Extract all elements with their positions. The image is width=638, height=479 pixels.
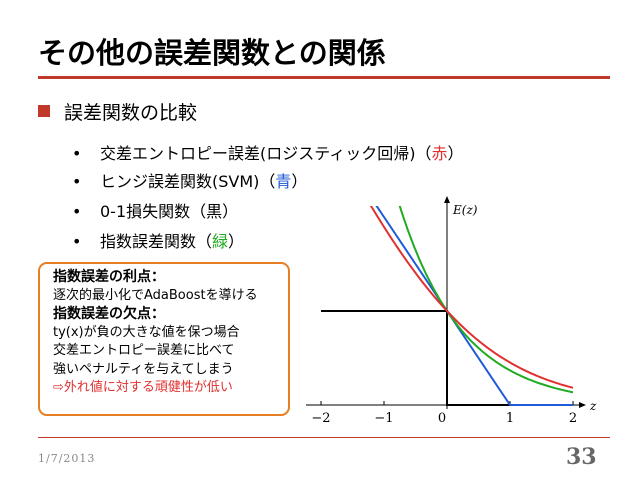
sub-bullet-color-word: 青 <box>275 172 292 191</box>
main-bullet: 誤差関数の比較 <box>38 98 197 125</box>
title-divider <box>38 76 610 79</box>
chart-lines <box>321 206 574 406</box>
sub-bullet-text: 0-1損失関数（黒） <box>100 202 239 221</box>
bullet-dot-icon: • <box>72 202 82 221</box>
disadvantage-line: ty(x)が負の大きな値を保つ場合 <box>53 324 240 340</box>
y-axis-arrow <box>444 196 450 203</box>
x-axis-label: z <box>589 399 597 413</box>
sub-bullet-text: 指数誤差関数（ <box>100 232 213 251</box>
sub-bullet-color-word: 緑 <box>212 232 229 251</box>
bullet-dot-icon: • <box>72 232 82 251</box>
bullet-dot-icon: • <box>72 144 82 163</box>
sub-bullet-suffix: ） <box>228 232 245 251</box>
sub-bullet-text: 交差エントロピー誤差(ロジスティック回帰)（ <box>100 144 432 163</box>
disadvantage-line: 強いペナルティを与えてしまう <box>53 361 234 377</box>
chart-labels: −2 −1 0 1 2 E(z) z <box>311 203 597 426</box>
advantage-heading: 指数誤差の利点： <box>53 269 165 285</box>
conclusion-text: ⇨外れ値に対する頑健性が低い <box>53 380 233 395</box>
x-tick-label: 2 <box>569 411 577 426</box>
sub-bullet-color-word: 赤 <box>431 144 448 163</box>
sub-bullet-suffix: ） <box>291 172 308 191</box>
sub-bullet-exponential: • 指数誤差関数（緑） <box>72 228 244 252</box>
disadvantage-line: 交差エントロピー誤差に比べて <box>53 343 235 358</box>
series-group <box>321 206 574 406</box>
x-tick-label: −2 <box>311 411 330 426</box>
zero-one-line <box>321 310 573 406</box>
x-axis-arrow <box>579 402 586 408</box>
x-tick-label: 1 <box>506 411 514 426</box>
slide-date: 1/7/2013 <box>38 452 96 465</box>
cross-entropy-line <box>369 206 574 389</box>
y-axis-label: E(z) <box>452 203 478 217</box>
disadvantage-heading: 指数誤差の欠点： <box>53 306 165 322</box>
main-bullet-text: 誤差関数の比較 <box>64 102 198 124</box>
sub-bullet-cross-entropy: • 交差エントロピー誤差(ロジスティック回帰)（赤） <box>72 140 464 164</box>
slide-title: その他の誤差関数との関係 <box>38 36 386 70</box>
sub-bullet-suffix: ） <box>447 144 464 163</box>
x-tick-label: 0 <box>438 411 446 426</box>
advantage-text: 逐次的最小化でAdaBoostを導ける <box>53 287 258 303</box>
footer-divider <box>38 437 610 438</box>
square-bullet-icon <box>38 105 50 117</box>
sub-bullet-text: ヒンジ誤差関数(SVM)（ <box>100 172 276 191</box>
exponential-error-callout: 指数誤差の利点： 逐次的最小化でAdaBoostを導ける 指数誤差の欠点： ty… <box>38 262 290 416</box>
sub-bullet-zero-one: • 0-1損失関数（黒） <box>72 198 238 222</box>
x-tick-label: −1 <box>374 411 393 426</box>
page-number: 33 <box>566 444 597 470</box>
sub-bullet-hinge: • ヒンジ誤差関数(SVM)（青） <box>72 168 307 192</box>
exponential-line <box>398 206 574 394</box>
bullet-dot-icon: • <box>72 172 82 191</box>
